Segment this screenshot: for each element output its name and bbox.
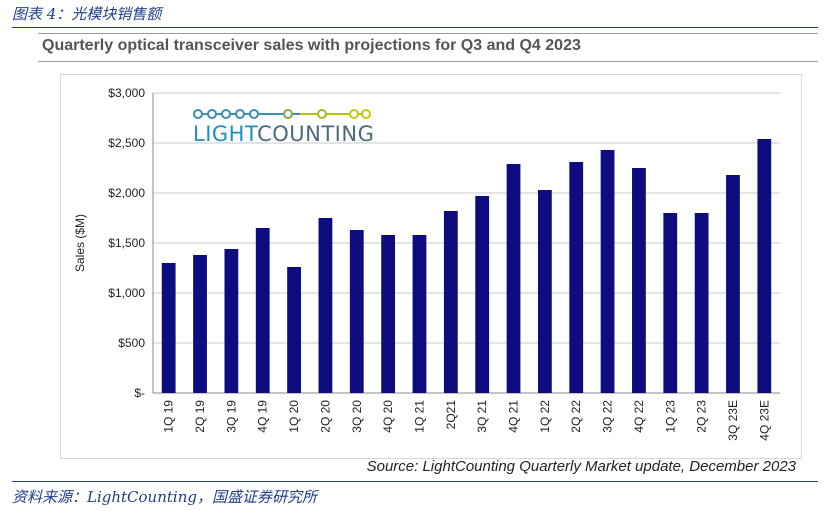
bar bbox=[287, 267, 301, 393]
y-tick-label: $1,500 bbox=[108, 236, 145, 250]
logo-text-counting: COUNTING bbox=[257, 122, 375, 146]
x-tick-label: 2Q 23 bbox=[695, 400, 709, 433]
lightcounting-logo-chain-icon bbox=[193, 109, 371, 119]
bar bbox=[569, 162, 584, 393]
x-tick-label: 4Q 21 bbox=[507, 400, 521, 433]
footer-divider bbox=[12, 481, 818, 482]
bar bbox=[757, 139, 772, 393]
x-tick-label: 3Q 20 bbox=[350, 400, 364, 433]
chart-panel bbox=[60, 74, 802, 459]
logo-text-light: LIGHT bbox=[193, 122, 258, 146]
y-tick-label: $2,000 bbox=[108, 186, 145, 200]
x-tick-label: 2Q21 bbox=[444, 400, 458, 430]
bar bbox=[381, 235, 396, 393]
bar bbox=[663, 213, 678, 393]
bar bbox=[224, 249, 239, 393]
y-tick-label: $1,000 bbox=[108, 286, 145, 300]
x-tick-label: 1Q 22 bbox=[538, 400, 552, 433]
bar bbox=[537, 190, 552, 393]
bar bbox=[255, 228, 270, 393]
y-axis-label: Sales ($M) bbox=[73, 214, 87, 272]
figure-caption: 图表 4：光模块销售额 bbox=[12, 5, 162, 23]
lightcounting-logo: LIGHTCOUNTING bbox=[193, 122, 374, 146]
x-tick-label: 1Q 20 bbox=[287, 400, 301, 433]
x-tick-label: 3Q 19 bbox=[224, 400, 238, 433]
bar bbox=[318, 218, 333, 393]
source-note: Source: LightCounting Quarterly Market u… bbox=[366, 458, 796, 475]
x-tick-label: 4Q 22 bbox=[632, 400, 646, 433]
bar bbox=[600, 150, 615, 393]
y-tick-label: $3,000 bbox=[108, 86, 145, 100]
x-tick-label: 4Q 19 bbox=[256, 400, 270, 433]
x-tick-label: 2Q 20 bbox=[318, 400, 332, 433]
title-divider-bottom bbox=[38, 61, 818, 62]
x-tick-label: 1Q 21 bbox=[412, 400, 426, 433]
chart-title: Quarterly optical transceiver sales with… bbox=[42, 37, 581, 54]
bar bbox=[193, 255, 207, 393]
bar bbox=[161, 263, 176, 393]
x-tick-label: 3Q 23E bbox=[726, 400, 740, 441]
data-source: 资料来源：LightCounting，国盛证券研究所 bbox=[12, 488, 317, 506]
x-tick-label: 4Q 20 bbox=[381, 400, 395, 433]
bar bbox=[475, 196, 490, 393]
x-tick-label: 3Q 21 bbox=[475, 400, 489, 433]
x-tick-label: 1Q 19 bbox=[162, 400, 176, 433]
y-tick-label: $2,500 bbox=[108, 136, 145, 150]
y-tick-label: $500 bbox=[118, 336, 145, 350]
x-tick-label: 2Q 19 bbox=[193, 400, 207, 433]
x-tick-label: 1Q 23 bbox=[663, 400, 677, 433]
x-tick-label: 4Q 23E bbox=[757, 400, 771, 441]
y-tick-label: $- bbox=[134, 386, 145, 400]
title-divider-top bbox=[38, 33, 818, 34]
x-tick-label: 2Q 22 bbox=[569, 400, 583, 433]
bar bbox=[443, 211, 458, 393]
bar bbox=[694, 213, 709, 393]
bar bbox=[506, 164, 521, 393]
bar bbox=[412, 235, 427, 393]
bar bbox=[632, 168, 646, 393]
bar bbox=[726, 175, 740, 393]
bar bbox=[349, 230, 364, 393]
x-tick-label: 3Q 22 bbox=[601, 400, 615, 433]
caption-divider bbox=[12, 27, 818, 28]
